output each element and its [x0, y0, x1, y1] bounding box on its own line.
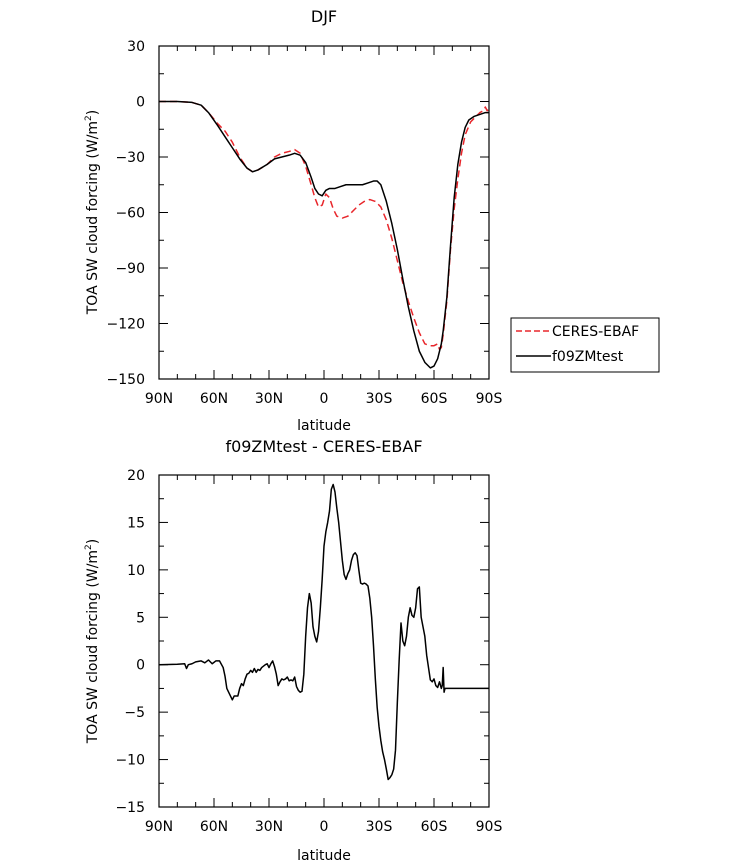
- legend-model-label: f09ZMtest: [552, 349, 624, 365]
- y-tick-label: −5: [124, 705, 145, 721]
- legend-ceres-label: CERES-EBAF: [552, 324, 639, 340]
- y-tick-label: 5: [136, 610, 145, 626]
- y-tick-label: −30: [115, 150, 145, 166]
- bottom-x-tick-labels: 90N 60N 30N 0 30S 60S 90S: [145, 819, 503, 835]
- x-tick-label: 30N: [255, 391, 283, 407]
- series-line-f09zmtest: [159, 100, 489, 369]
- bottom-chart-panel: f09ZMtest - CERES-EBAF 90N 60N 30N 0 30S 60S 9…: [84, 437, 502, 864]
- bottom-y-axis-label: TOA SW cloud forcing (W/m2): [84, 539, 101, 745]
- x-tick-label: 60S: [421, 391, 448, 407]
- x-tick-label: 90N: [145, 391, 173, 407]
- y-tick-label: −90: [115, 261, 145, 277]
- bottom-chart-lines: [158, 483, 489, 781]
- x-tick-label: 90S: [476, 819, 503, 835]
- bottom-y-tick-labels: 20 15 10 5 0 −5 −10 −15: [115, 468, 145, 816]
- y-tick-label: −60: [115, 206, 145, 222]
- y-tick-label: 0: [136, 658, 145, 674]
- series-line-f09zmtest-ceres-ebaf: [158, 483, 489, 781]
- y-tick-label: 30: [127, 39, 145, 55]
- top-chart-legend: CERES-EBAF f09ZMtest: [510, 317, 660, 373]
- top-y-tick-labels: 30 0 −30 −60 −90 −120 −150: [107, 39, 145, 388]
- series-line-ceres-ebaf: [159, 100, 490, 351]
- y-tick-label: 20: [127, 468, 145, 484]
- legend-box: [510, 317, 660, 373]
- top-x-tick-labels: 90N 60N 30N 0 30S 60S 90S: [145, 391, 503, 407]
- y-tick-label: −120: [107, 317, 145, 333]
- y-tick-label: −15: [115, 800, 145, 816]
- x-tick-label: 90N: [145, 819, 173, 835]
- top-plot-frame: [158, 45, 490, 380]
- y-tick-label: 0: [136, 95, 145, 111]
- top-chart-lines: [159, 100, 490, 369]
- y-tick-label: 15: [127, 515, 145, 531]
- bottom-x-axis-label: latitude: [297, 848, 351, 864]
- x-tick-label: 30N: [255, 819, 283, 835]
- x-tick-label: 60N: [200, 391, 228, 407]
- bottom-chart-ticks: [158, 474, 490, 808]
- y-tick-label: 10: [127, 563, 145, 579]
- x-tick-label: 60N: [200, 819, 228, 835]
- x-tick-label: 0: [320, 819, 329, 835]
- top-x-axis-label: latitude: [297, 418, 351, 434]
- x-tick-label: 0: [320, 391, 329, 407]
- top-chart-ticks: [158, 45, 490, 380]
- x-tick-label: 30S: [366, 819, 393, 835]
- y-tick-label: −150: [107, 372, 145, 388]
- top-y-axis-label: TOA SW cloud forcing (W/m2): [84, 110, 101, 316]
- top-chart-title: DJF: [311, 7, 337, 26]
- bottom-plot-frame: [158, 474, 490, 808]
- x-tick-label: 30S: [366, 391, 393, 407]
- top-chart-panel: DJF 90N 60N 30N 0 30S 60S 90S 30 0 −30 −60 −90 −120…: [84, 7, 660, 434]
- x-tick-label: 90S: [476, 391, 503, 407]
- y-tick-label: −10: [115, 753, 145, 769]
- x-tick-label: 60S: [421, 819, 448, 835]
- bottom-chart-title: f09ZMtest - CERES-EBAF: [225, 437, 422, 456]
